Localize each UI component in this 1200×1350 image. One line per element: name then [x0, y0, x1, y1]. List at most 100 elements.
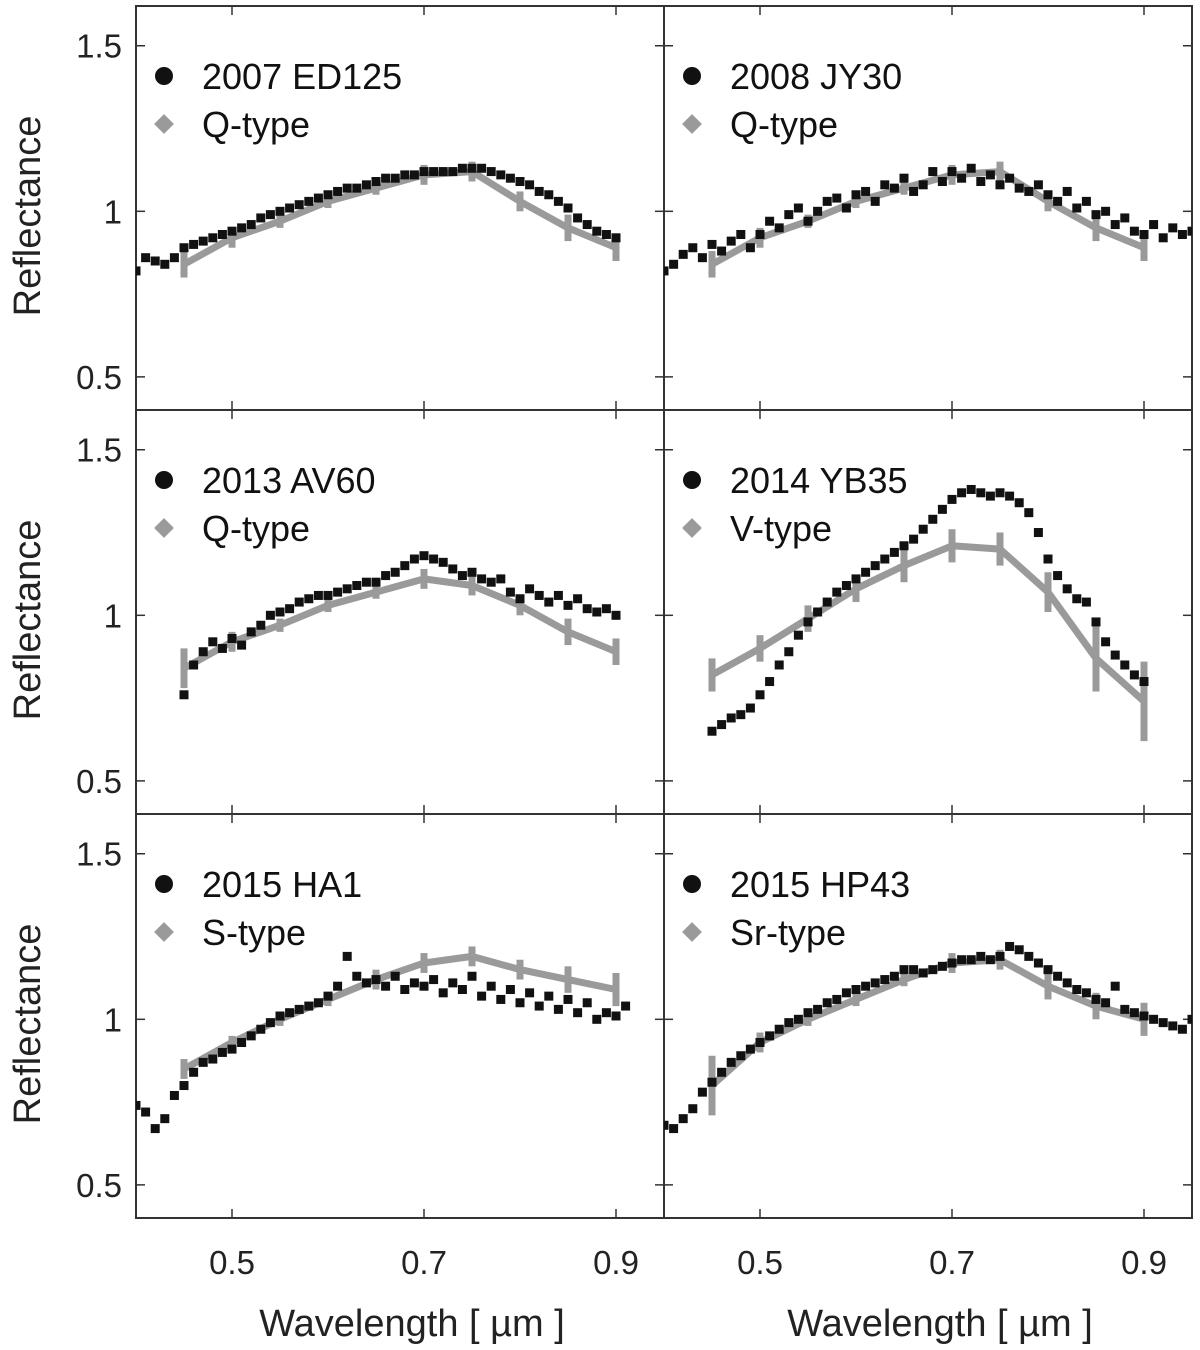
spectrum-point	[265, 610, 275, 620]
spectrum-point	[928, 965, 938, 975]
legend-marker-diamond	[154, 114, 174, 134]
spectrum-point	[774, 660, 784, 670]
legend-marker-dot	[683, 471, 701, 489]
spectrum-point	[688, 243, 698, 253]
spectrum-point	[390, 971, 400, 981]
spectrum-point	[246, 220, 256, 230]
spectrum-point	[851, 574, 861, 584]
spectrum-point	[832, 994, 842, 1004]
spectrum-point	[390, 567, 400, 577]
spectrum-point	[438, 557, 448, 567]
spectrum-point	[438, 988, 448, 998]
legend-marker-dot	[683, 67, 701, 85]
spectrum-point	[457, 985, 467, 995]
spectrum-point	[918, 524, 928, 534]
spectrum-point	[467, 971, 477, 981]
spectrum-point	[496, 170, 506, 180]
spectrum-point	[304, 1001, 314, 1011]
spectrum-point	[822, 998, 832, 1008]
y-tick-label: 0.5	[76, 763, 122, 800]
spectrum-point	[1129, 1008, 1139, 1018]
template-line	[182, 952, 617, 1073]
spectrum-point	[966, 163, 976, 173]
spectrum-point	[870, 196, 880, 206]
spectrum-point	[1091, 617, 1101, 627]
spectrum-point	[870, 978, 880, 988]
spectrum-point	[957, 955, 967, 965]
legend-type-label: Q-type	[730, 104, 838, 145]
spectrum-point	[1014, 183, 1024, 193]
spectrum-point	[333, 186, 343, 196]
spectrum-point	[664, 1120, 669, 1130]
spectrum-point	[179, 1081, 189, 1091]
spectrum-point	[150, 1124, 160, 1134]
spectrum-point	[669, 1124, 679, 1134]
spectrum-point	[304, 196, 314, 206]
spectrum-point	[486, 577, 496, 587]
panel-1: 0.5 1 1.5 Reflectance 2007 ED125 Q-type	[7, 5, 665, 411]
y-axis-label: Reflectance	[7, 520, 49, 721]
spectrum-point	[717, 720, 727, 730]
plot-area	[136, 161, 621, 278]
y-tick-label: 0.5	[76, 1167, 122, 1204]
legend-type-label: Q-type	[202, 104, 310, 145]
spectrum-point	[707, 1077, 717, 1087]
spectrum-point	[601, 229, 611, 239]
spectrum-point	[457, 571, 467, 581]
spectrum-point	[573, 594, 583, 604]
spectrum-point	[141, 1107, 151, 1117]
plot-area	[179, 551, 621, 700]
legend-marker-dot	[155, 67, 173, 85]
spectrum-point	[136, 266, 141, 276]
spectrum-point	[582, 604, 592, 614]
spectrum-point	[899, 173, 909, 183]
spectrum-point	[1053, 971, 1063, 981]
spectrum-point	[246, 1031, 256, 1041]
spectrum-point	[1158, 1018, 1168, 1028]
spectrum-point	[323, 590, 333, 600]
spectrum-point	[1081, 597, 1091, 607]
y-tick-label: 1.5	[76, 432, 122, 469]
x-axis-label: Wavelength [ µm ]	[787, 1303, 1093, 1345]
spectrum-point	[256, 620, 266, 630]
spectrum-point	[966, 484, 976, 494]
spectrum-point	[592, 1014, 602, 1024]
spectrum-point	[745, 243, 755, 253]
spectrum-point	[822, 597, 832, 607]
spectrum-point	[1177, 1024, 1187, 1034]
legend-type-label: V-type	[730, 508, 832, 549]
spectrum-point	[957, 488, 967, 498]
legend-type-label: Sr-type	[730, 912, 846, 953]
spectrum-point	[803, 617, 813, 627]
legend-marker-diamond	[154, 518, 174, 538]
spectrum-point	[1139, 1011, 1149, 1021]
spectrum-point	[265, 210, 275, 220]
spectrum-point	[467, 567, 477, 577]
spectrum-point	[664, 266, 669, 276]
spectrum-point	[621, 1001, 631, 1011]
spectrum-point	[1072, 203, 1082, 213]
template-line	[182, 168, 618, 268]
spectrum-point	[150, 256, 160, 266]
spectrum-point	[486, 167, 496, 177]
spectrum-point	[928, 514, 938, 524]
spectrum-point	[1168, 223, 1178, 233]
spectrum-point	[294, 597, 304, 607]
spectrum-point	[1043, 190, 1053, 200]
spectrum-point	[1053, 196, 1063, 206]
spectrum-point	[1014, 945, 1024, 955]
spectrum-point	[1101, 206, 1111, 216]
spectrum-point	[563, 994, 573, 1004]
spectrum-point	[909, 186, 919, 196]
spectrum-point	[966, 955, 976, 965]
spectrum-point	[136, 1100, 141, 1110]
legend-marker-diamond	[682, 922, 702, 942]
spectrum-point	[304, 594, 314, 604]
legend-marker-diamond	[154, 922, 174, 942]
spectrum-point	[237, 1037, 247, 1047]
spectrum-point	[285, 203, 295, 213]
spectrum-point	[841, 988, 851, 998]
spectrum-point	[774, 1024, 784, 1034]
spectrum-point	[313, 590, 323, 600]
spectrum-point	[822, 196, 832, 206]
